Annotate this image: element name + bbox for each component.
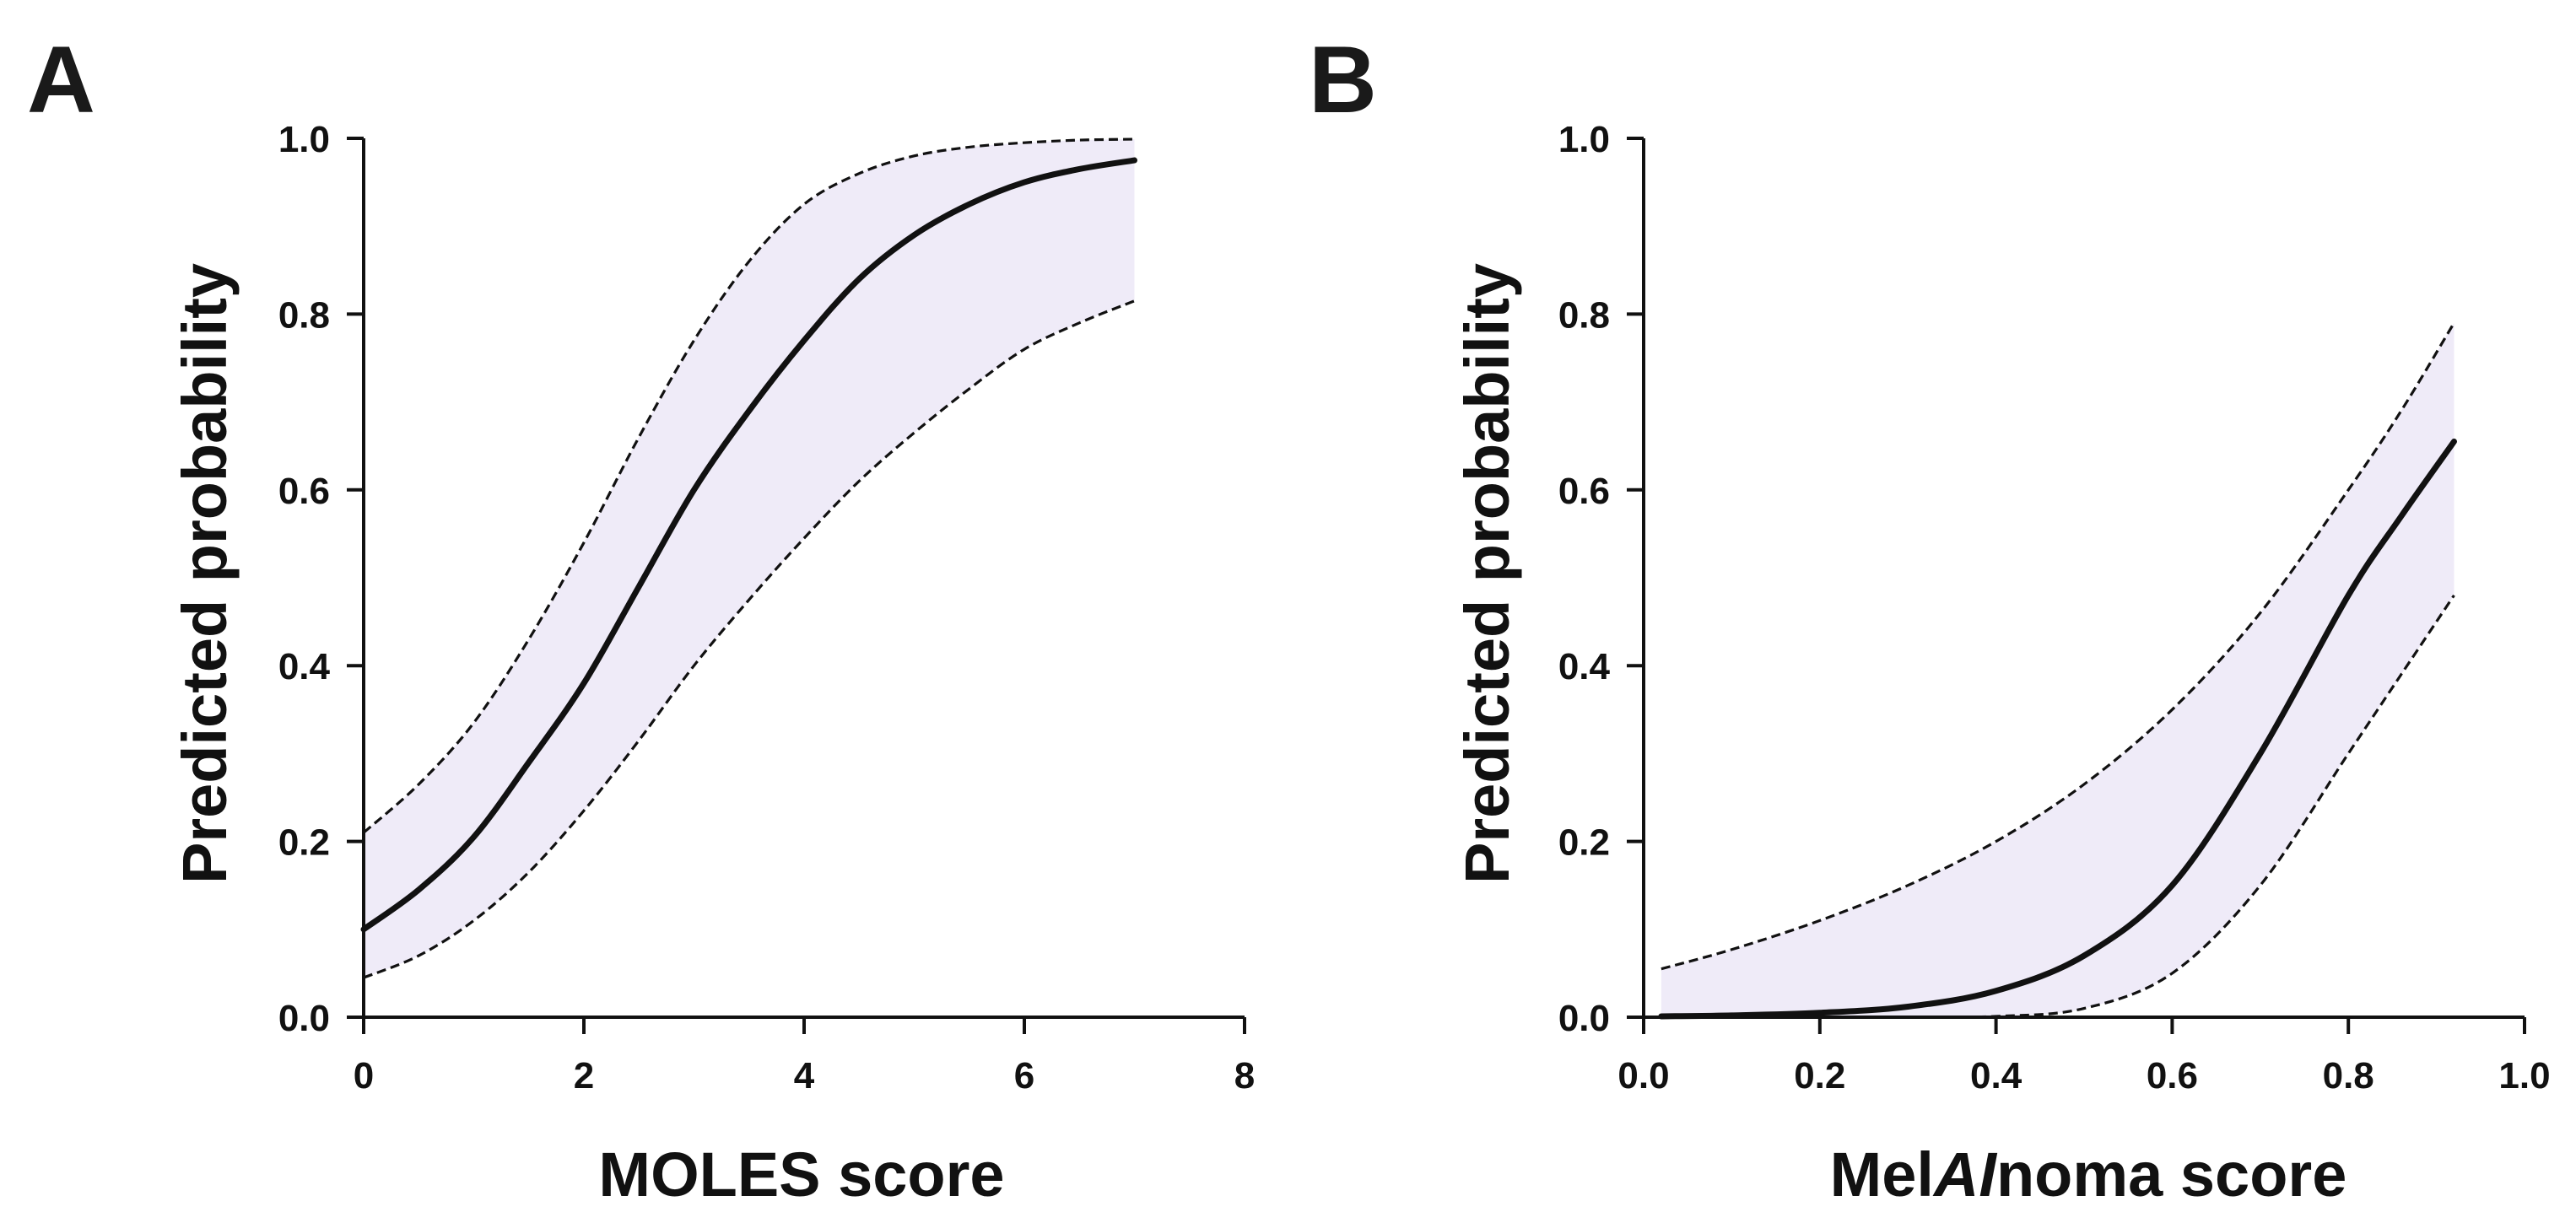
panel-b-predicted-line (1658, 438, 2457, 1020)
panel-label-a: A (27, 27, 95, 132)
panel-a-y-tick-label: 0.4 (278, 646, 331, 687)
panel-a-y-tick-label: 0.2 (278, 822, 330, 864)
panel-b-ci-upper-line (1661, 321, 2455, 971)
x-axis-title-b-part-1: Mel (1830, 1139, 1934, 1210)
panel-b-y-tick-label: 0.4 (1558, 646, 1611, 687)
x-axis-title-b-part-3: noma score (1996, 1139, 2346, 1210)
x-axis-title-b: MelAInoma score (1830, 1139, 2347, 1210)
panel-a-y-tick-label: 0.0 (278, 998, 330, 1039)
panel-b-x-tick-label: 0.4 (1970, 1055, 2022, 1096)
panel-a-confidence-band (364, 139, 1135, 978)
panel-a-x-tick-label: 2 (574, 1055, 594, 1096)
panel-a-predicted-line (360, 157, 1137, 933)
panel-a-y-tick-label: 1.0 (278, 119, 330, 160)
panel-a-y-tick-label: 0.8 (278, 294, 330, 336)
panel-a-x-tick-label: 4 (794, 1055, 815, 1096)
plot-area-a: 0 2 4 6 8 0.0 0.2 0.4 0.6 0.8 1.0 (278, 119, 1255, 1096)
y-axis-title-b: Predicted probability (1452, 263, 1522, 884)
panel-b-x-tick-label: 0.8 (2323, 1055, 2374, 1096)
panel-b-confidence-band (1661, 322, 2454, 1018)
panel-b: B 0.0 0.2 0.4 0.6 0.8 1.0 0.0 0.2 0.4 0.6 0.8 1.0 P… (1309, 27, 2551, 1210)
x-axis-title-b-part-2: AI (1932, 1139, 1997, 1210)
panel-b-y-tick-label: 0.0 (1558, 998, 1610, 1039)
panel-b-y-tick-label: 0.6 (1558, 471, 1610, 512)
panel-a: A 0 2 4 6 8 0.0 0.2 0.4 0.6 0.8 1.0 Predicted prob… (27, 27, 1255, 1210)
panel-label-b: B (1309, 27, 1377, 132)
x-axis-title-a: MOLES score (598, 1139, 1004, 1210)
plot-area-b: 0.0 0.2 0.4 0.6 0.8 1.0 0.0 0.2 0.4 0.6 0.8 1.0 (1558, 119, 2551, 1096)
panel-b-y-tick-label: 0.2 (1558, 822, 1610, 864)
panel-b-x-tick-label: 0.0 (1617, 1055, 1669, 1096)
panel-b-x-tick-label: 1.0 (2498, 1055, 2550, 1096)
panel-a-x-tick-label: 6 (1014, 1055, 1034, 1096)
panel-a-y-tick-label: 0.6 (278, 471, 330, 512)
panel-b-y-tick-label: 0.8 (1558, 294, 1610, 336)
panel-b-y-tick-label: 1.0 (1558, 119, 1610, 160)
y-axis-title-a: Predicted probability (170, 263, 240, 884)
panel-b-x-tick-label: 0.2 (1794, 1055, 1845, 1096)
panel-b-x-tick-label: 0.6 (2147, 1055, 2198, 1096)
panel-a-x-tick-label: 8 (1234, 1055, 1255, 1096)
panel-a-ci-lower-line (363, 299, 1136, 979)
panel-a-x-tick-label: 0 (354, 1055, 374, 1096)
